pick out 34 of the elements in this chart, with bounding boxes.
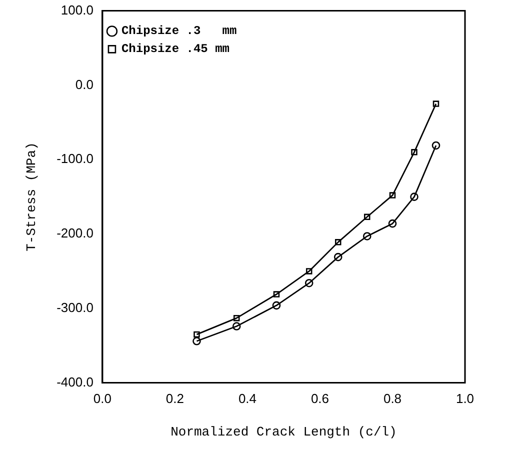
point xyxy=(389,192,396,198)
point xyxy=(232,322,241,330)
point xyxy=(192,336,201,346)
point xyxy=(273,291,280,298)
x-tick-label: 0.4 xyxy=(238,391,257,406)
x-tick-label: 0.2 xyxy=(166,391,184,406)
point xyxy=(334,239,342,246)
x-tick-label: 0.0 xyxy=(93,391,112,406)
point xyxy=(410,192,418,201)
y-tick-label: 0.0 xyxy=(75,76,94,92)
point xyxy=(432,141,440,150)
point xyxy=(304,278,314,288)
point xyxy=(364,214,370,220)
x-tick-label: 0.6 xyxy=(310,391,330,406)
point xyxy=(306,268,312,274)
legend-label: Chipsize .45 mm xyxy=(121,42,230,56)
point xyxy=(432,100,440,107)
y-tick-label: 100.0 xyxy=(60,2,94,18)
point xyxy=(362,232,372,240)
point xyxy=(334,252,342,262)
y-tick-label: -200.0 xyxy=(56,226,94,241)
point xyxy=(272,301,281,310)
y-axis-title: T-Stress (MPa) xyxy=(24,142,40,252)
x-axis-title: Normalized Crack Length (c/l) xyxy=(170,424,397,440)
y-tick-label: -400.0 xyxy=(56,374,94,390)
y-tick-label: -100.0 xyxy=(56,151,94,166)
point xyxy=(194,331,200,338)
point xyxy=(411,149,418,156)
y-tick-label: -300.0 xyxy=(56,300,94,315)
x-tick-label: 1.0 xyxy=(456,391,474,406)
legend-label: Chipsize .3 mm xyxy=(121,24,237,38)
point xyxy=(233,314,240,322)
point xyxy=(388,219,397,228)
x-tick-label: 0.8 xyxy=(383,391,402,406)
